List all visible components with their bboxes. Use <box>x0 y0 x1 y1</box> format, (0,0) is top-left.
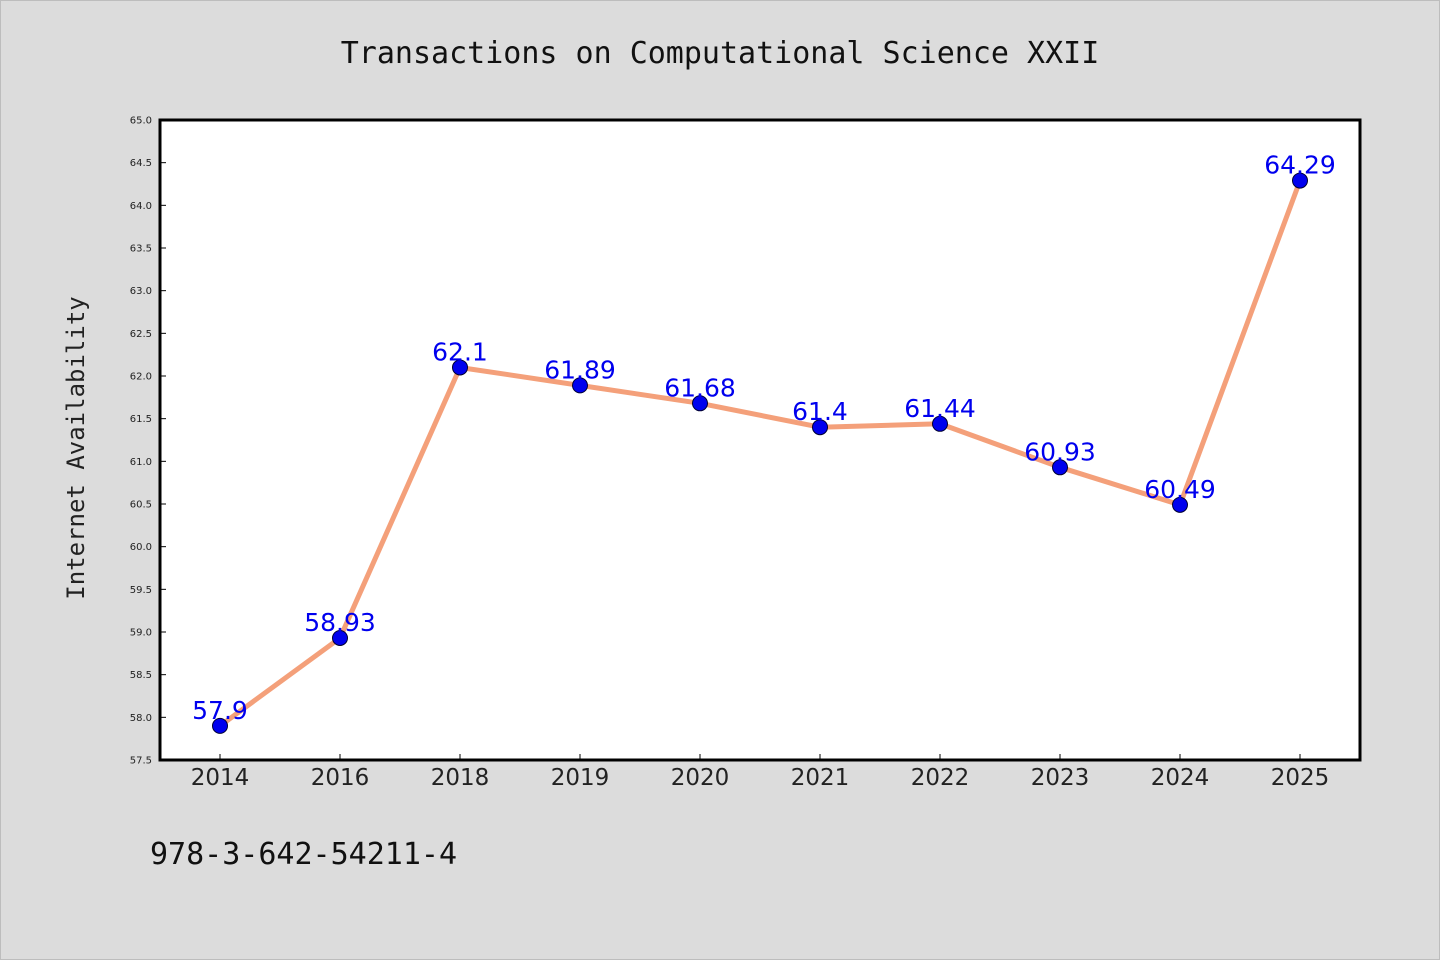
data-point <box>692 395 708 412</box>
data-point <box>452 359 468 376</box>
plot-area <box>158 118 1362 762</box>
y-tick-label: 64.0 <box>130 201 152 212</box>
data-label: 61.89 <box>544 355 616 384</box>
data-label: 60.49 <box>1144 475 1216 504</box>
data-point <box>812 419 828 436</box>
x-tick-label: 2018 <box>431 765 490 791</box>
y-tick-label: 62.0 <box>130 372 152 383</box>
footnote-isbn: 978-3-642-54211-4 <box>150 837 457 872</box>
data-label: 60.93 <box>1024 437 1096 466</box>
y-tick-label: 61.5 <box>130 414 152 425</box>
data-label: 61.4 <box>792 397 848 426</box>
data-label: 64.29 <box>1264 151 1336 180</box>
x-tick-label: 2019 <box>551 765 610 791</box>
data-label: 57.9 <box>192 696 248 725</box>
series-line-group <box>217 178 1303 729</box>
data-point <box>212 717 228 734</box>
y-axis: 57.5 58.0 58.5 59.0 59.5 60.0 60.5 61.0 61.5 62.0… <box>130 116 166 767</box>
y-tick-label: 60.5 <box>130 500 152 511</box>
data-point <box>1172 496 1188 513</box>
data-point <box>332 629 348 646</box>
y-tick-label: 63.5 <box>130 244 152 255</box>
data-label: 61.68 <box>664 373 736 402</box>
y-tick-label: 61.0 <box>130 457 152 468</box>
data-label: 61.44 <box>904 394 976 423</box>
data-point <box>1292 172 1308 189</box>
data-labels: 57.9 58.93 62.1 61.89 61.68 61.4 61.44 60.93 60.… <box>192 151 1336 725</box>
x-tick-label: 2021 <box>791 765 850 791</box>
y-axis-label: Internet Availability <box>62 296 90 599</box>
data-markers <box>212 172 1308 734</box>
series-line <box>217 178 1303 729</box>
y-tick-label: 63.0 <box>130 286 152 297</box>
x-tick-label: 2022 <box>911 765 970 791</box>
data-point <box>1052 459 1068 476</box>
y-tick-label: 59.5 <box>130 585 152 596</box>
y-tick-label: 59.0 <box>130 628 152 639</box>
y-tick-label: 57.5 <box>130 756 152 767</box>
data-label: 58.93 <box>304 608 376 637</box>
data-point <box>932 415 948 432</box>
y-tick-label: 62.5 <box>130 329 152 340</box>
data-point <box>572 377 588 394</box>
y-tick-label: 58.0 <box>130 713 152 724</box>
x-axis: 2014 2016 2018 2019 2020 2021 2022 2023 2024 2025 <box>191 754 1330 791</box>
x-tick-label: 2025 <box>1271 765 1330 791</box>
y-tick-label: 60.0 <box>130 542 152 553</box>
data-label: 62.1 <box>432 337 488 366</box>
chart-title: Transactions on Computational Science XX… <box>341 36 1100 71</box>
y-tick-label: 65.0 <box>130 116 152 127</box>
x-tick-label: 2020 <box>671 765 730 791</box>
x-tick-label: 2016 <box>311 765 370 791</box>
x-tick-label: 2024 <box>1151 765 1210 791</box>
x-tick-label: 2014 <box>191 765 250 791</box>
x-tick-label: 2023 <box>1031 765 1090 791</box>
y-tick-label: 58.5 <box>130 670 152 681</box>
y-tick-label: 64.5 <box>130 158 152 169</box>
